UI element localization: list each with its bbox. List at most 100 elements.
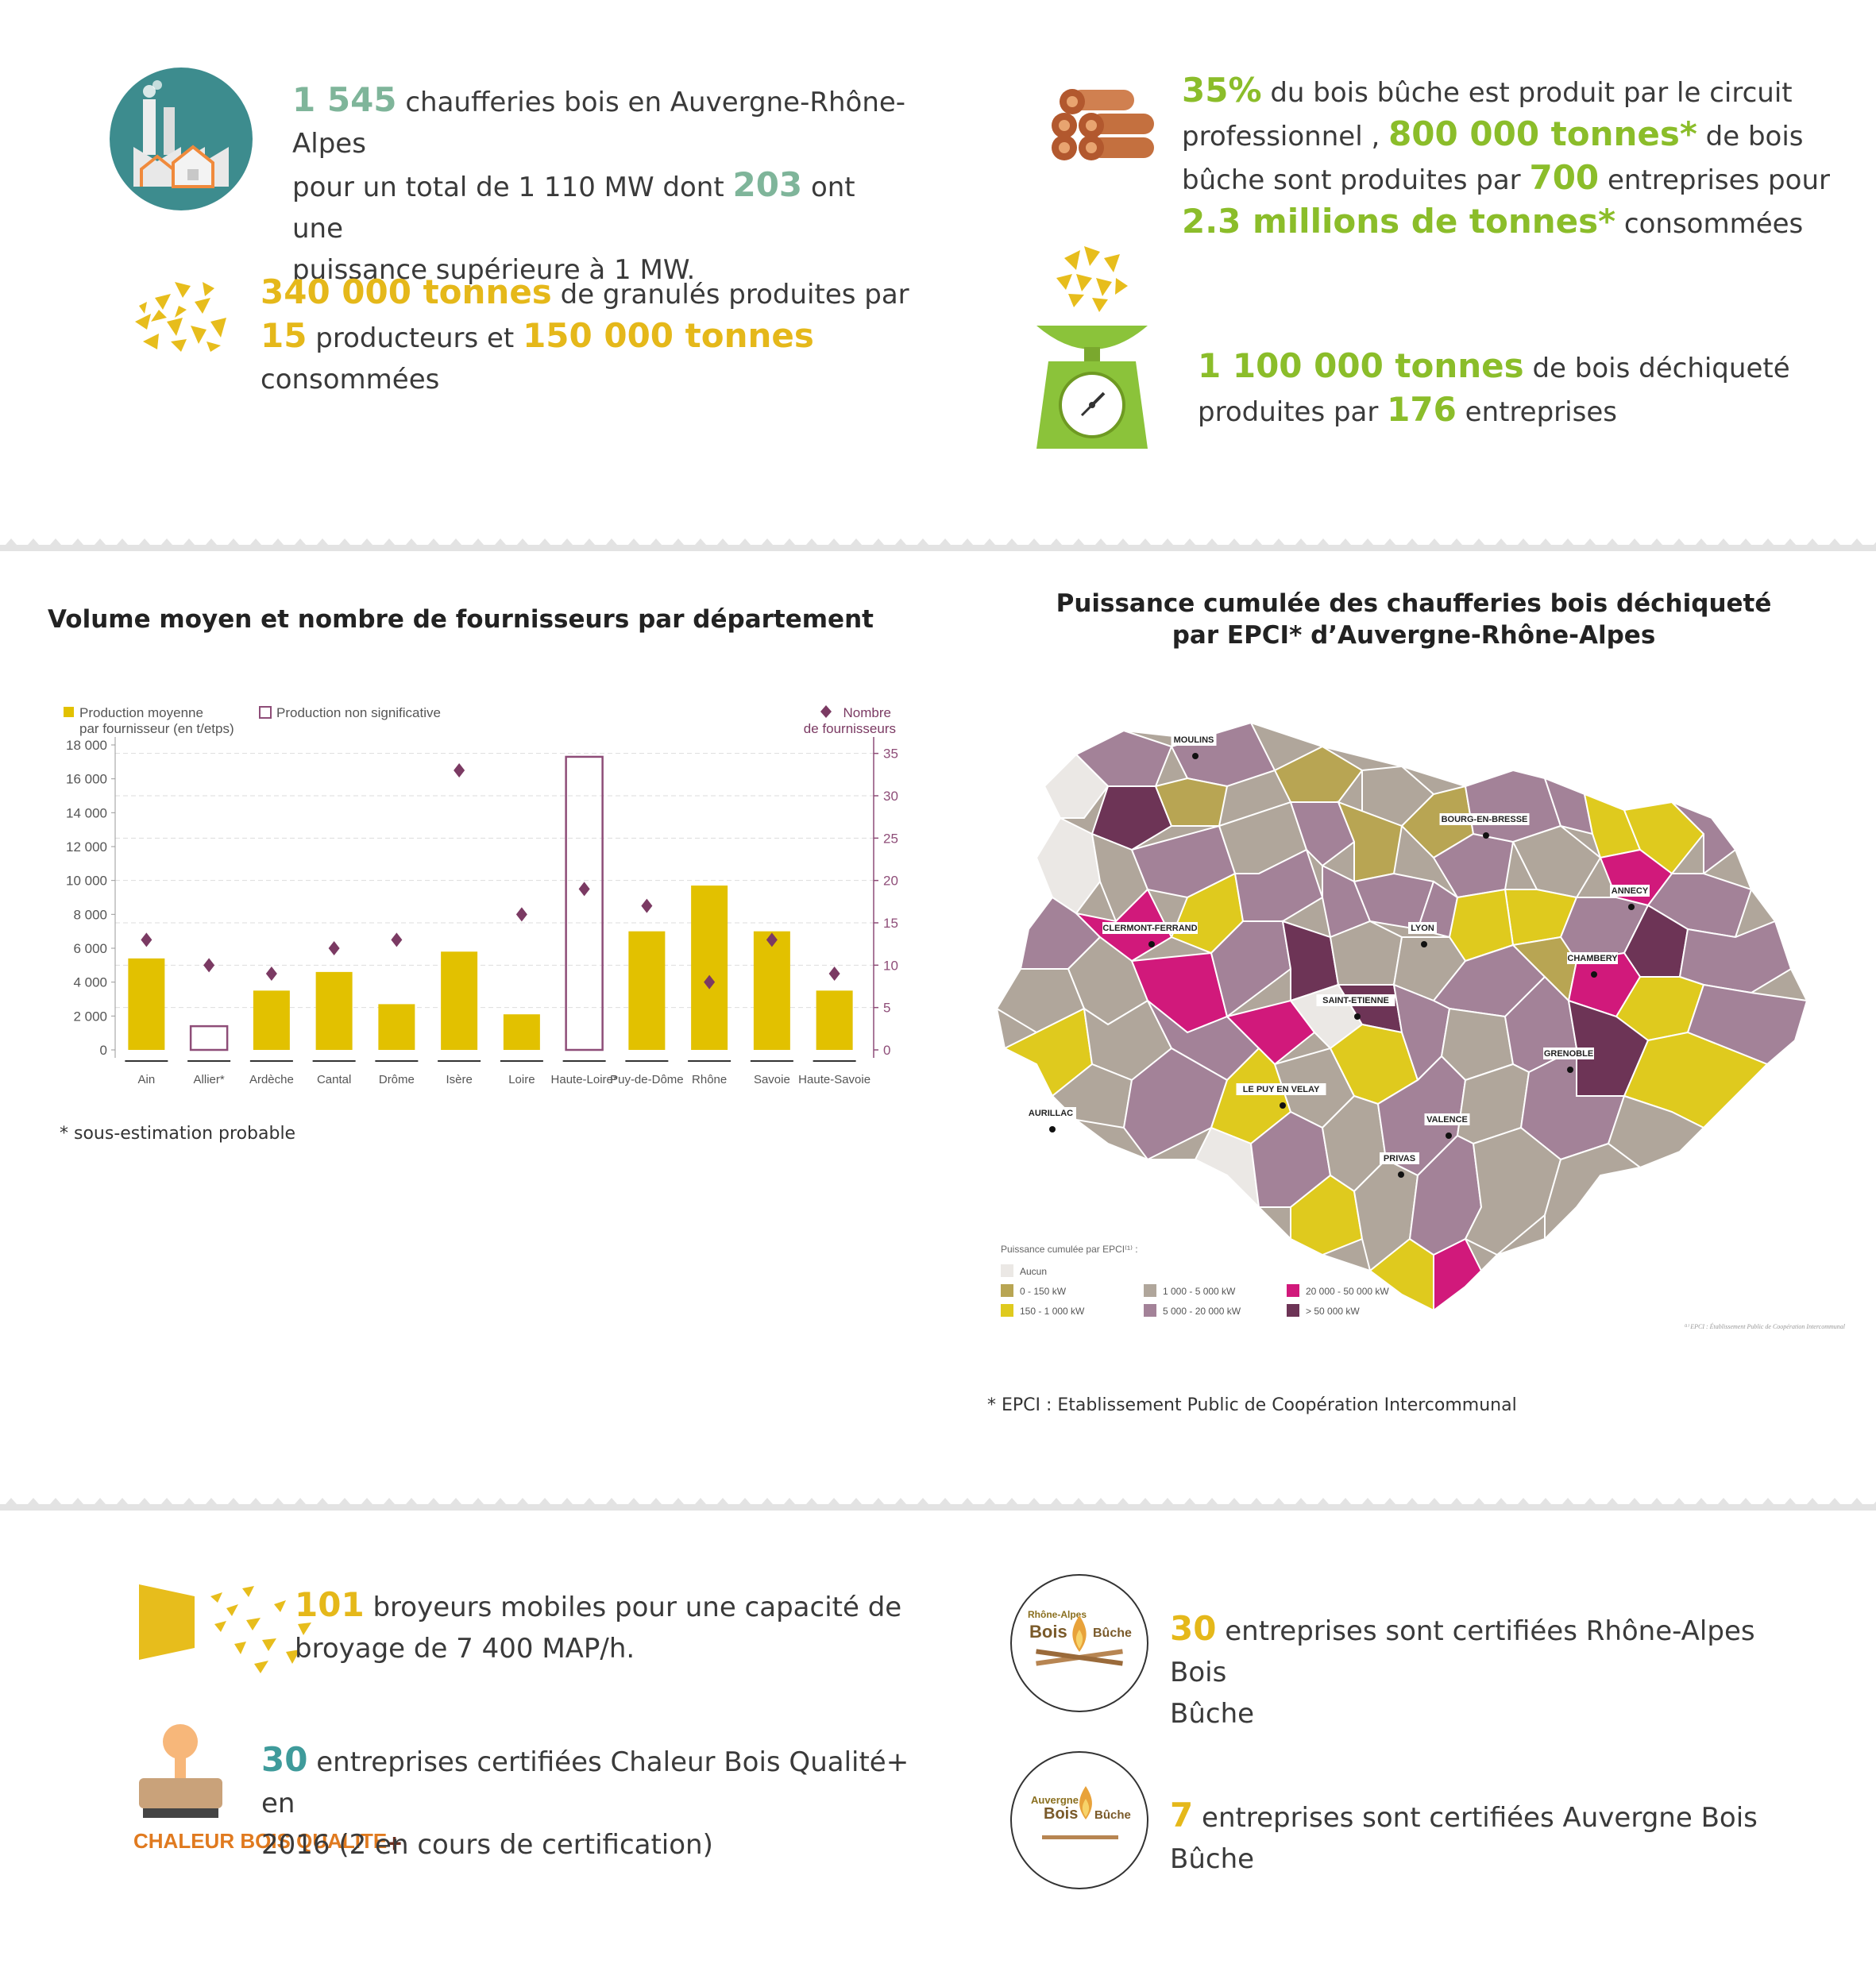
supplier-diamond <box>391 932 403 947</box>
x-tick-label: Savoie <box>754 1073 790 1086</box>
legend-non-significant: Production non significative <box>276 705 441 720</box>
x-tick-label: Puy-de-Dôme <box>610 1073 684 1086</box>
y2-tick-label: 10 <box>883 958 898 973</box>
supplier-diamond <box>141 932 152 947</box>
city-label-bg <box>1610 885 1650 897</box>
stamp-icon <box>135 1719 226 1823</box>
city-label: CHAMBERY <box>1567 954 1618 963</box>
legend-production-1: Production moyenne <box>79 705 203 720</box>
city-label-bg <box>1439 813 1530 825</box>
cbq-stat: 30 entreprises certifiées Chaleur Bois Q… <box>261 1740 909 1861</box>
supplier-diamond <box>578 882 590 897</box>
city-label-bg <box>1567 952 1618 964</box>
chart-footnote: * sous-estimation probable <box>60 1124 296 1144</box>
section-divider <box>0 531 1876 551</box>
pellets-icon <box>127 266 230 353</box>
city-label: SAINT-ETIENNE <box>1322 996 1389 1005</box>
map-legend-label: > 50 000 kW <box>1306 1306 1360 1317</box>
map-legend-swatch <box>1144 1304 1156 1317</box>
x-tick-label: Ain <box>138 1073 156 1086</box>
y-tick-label: 2 000 <box>73 1009 107 1024</box>
map-title: Puissance cumulée des chaufferies bois d… <box>1056 589 1772 650</box>
supplier-diamond <box>641 898 653 913</box>
supplier-diamond <box>328 941 340 955</box>
city-dot <box>1567 1067 1573 1073</box>
x-tick-label: Rhône <box>692 1073 727 1086</box>
legend-swatch-suppliers <box>820 705 832 718</box>
y-tick-label: 12 000 <box>66 839 107 855</box>
city-label-bg <box>1316 994 1395 1006</box>
city-label-bg <box>1543 1048 1594 1059</box>
y2-tick-label: 0 <box>883 1043 890 1058</box>
grinders-stat: 101 broyeurs mobiles pour une capacité d… <box>295 1585 902 1665</box>
bar <box>253 990 290 1050</box>
legend-suppliers-1: Nombre <box>843 705 891 720</box>
bar <box>628 931 666 1050</box>
map-legend-label: 150 - 1 000 kW <box>1020 1306 1085 1317</box>
city-label: LYON <box>1411 924 1434 933</box>
bar <box>378 1004 415 1050</box>
rabb-badge: Rhône-Alpes Bois Bûche <box>1010 1574 1148 1712</box>
x-tick-label: Haute-Savoie <box>798 1073 870 1086</box>
city-dot <box>1591 971 1597 978</box>
map-legend-label: 20 000 - 50 000 kW <box>1306 1286 1389 1297</box>
chart-title: Volume moyen et nombre de fournisseurs p… <box>48 605 874 634</box>
x-tick-label: Loire <box>508 1073 535 1086</box>
map-legend-swatch <box>1287 1304 1299 1317</box>
map-legend-label: 5 000 - 20 000 kW <box>1163 1306 1241 1317</box>
flame-icon <box>1079 1786 1092 1819</box>
city-label-bg <box>1408 922 1437 934</box>
y-tick-label: 18 000 <box>66 738 107 753</box>
grinder-icon <box>135 1576 318 1680</box>
scale-icon <box>1033 242 1152 453</box>
y2-tick-label: 35 <box>883 747 898 762</box>
bar <box>503 1014 540 1050</box>
boilers-stat: 1 545 chaufferies bois en Auvergne-Rhône… <box>292 80 906 286</box>
cbq-logo: CHALEUR BOIS QUALITE+ <box>133 1829 402 1858</box>
map-footnote: * EPCI : Etablissement Public de Coopéra… <box>987 1395 1517 1415</box>
supplier-diamond <box>704 974 716 990</box>
supplier-diamond <box>766 932 778 947</box>
y2-tick-label: 30 <box>883 789 898 804</box>
y-tick-label: 6 000 <box>73 941 107 956</box>
city-label-bg <box>1025 1107 1076 1119</box>
legend-production-2: par fournisseur (en t/etps) <box>79 721 234 736</box>
supplier-diamond <box>454 763 465 777</box>
y-tick-label: 10 000 <box>66 874 107 889</box>
map-source-note: ⁽¹⁾ EPCI : Établissement Public de Coopé… <box>1684 1322 1846 1330</box>
bar-chart: Production moyenne par fournisseur (en t… <box>64 705 898 1086</box>
supplier-diamond <box>515 907 527 922</box>
y-tick-label: 16 000 <box>66 772 107 787</box>
city-label-bg <box>1424 1113 1470 1125</box>
bar <box>816 990 853 1050</box>
city-label-bg <box>1380 1152 1419 1164</box>
city-dot <box>1148 941 1155 947</box>
section-divider <box>0 1490 1876 1511</box>
chips-stat: 1 100 000 tonnes de bois déchiqueté prod… <box>1198 346 1790 429</box>
city-label: AURILLAC <box>1029 1109 1073 1118</box>
x-tick-label: Ardèche <box>249 1073 294 1086</box>
bar <box>128 958 165 1050</box>
city-dot <box>1483 832 1489 839</box>
supplier-diamond <box>828 967 840 981</box>
logs-icon <box>1047 86 1158 161</box>
city-label-bg <box>1171 734 1217 746</box>
city-label: BOURG-EN-BRESSE <box>1442 815 1528 824</box>
supplier-diamond <box>265 967 277 981</box>
map-legend-title: Puissance cumulée par EPCI⁽¹⁾ : <box>1001 1244 1138 1255</box>
legend-suppliers-2: de fournisseurs <box>804 721 896 736</box>
city-label: GRENOBLE <box>1544 1049 1593 1059</box>
y-tick-label: 4 000 <box>73 975 107 990</box>
pellets-stat: 340 000 tonnes de granulés produites par… <box>261 272 909 396</box>
bar-non-significant <box>565 755 604 1051</box>
plus-icon: + <box>387 1829 402 1858</box>
abb-stat: 7 entreprises sont certifiées Auvergne B… <box>1170 1796 1758 1875</box>
city-dot <box>1628 904 1635 910</box>
supplier-diamond <box>203 958 215 973</box>
city-dot <box>1354 1013 1361 1020</box>
x-tick-label: Drôme <box>379 1073 415 1086</box>
rabb-stat: 30 entreprises sont certifiées Rhône-Alp… <box>1170 1609 1755 1730</box>
y2-tick-label: 25 <box>883 831 898 846</box>
bar <box>315 971 353 1050</box>
x-tick-label: Cantal <box>317 1073 351 1086</box>
